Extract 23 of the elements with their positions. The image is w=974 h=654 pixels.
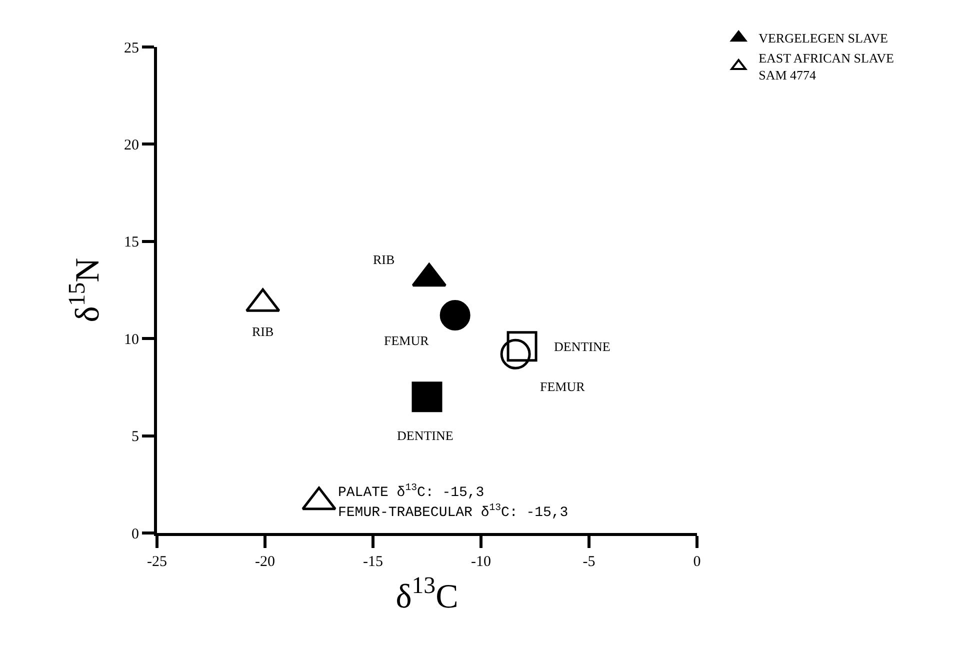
- annotation: DENTINE: [554, 339, 610, 354]
- y-tick-label: 5: [132, 429, 139, 446]
- annotation: FEMUR-TRABECULAR δ$^{13}$C: -15,3: [338, 502, 568, 521]
- x-tick-label: -25: [147, 554, 167, 570]
- x-tick-label: 0: [693, 554, 701, 570]
- x-tick-label: -15: [363, 554, 383, 570]
- annotation: DENTINE: [397, 428, 454, 443]
- y-tick-label: 0: [132, 526, 139, 542]
- x-tick-label: -5: [582, 554, 596, 570]
- legend-label: EAST AFRICAN SLAVE SAM 4774: [758, 50, 894, 83]
- annotation: RIB: [373, 252, 395, 267]
- y-tick-label: 20: [124, 137, 139, 154]
- annotation: PALATE δ$^{13}$C: -15,3: [338, 482, 484, 501]
- annotation: FEMUR: [540, 379, 586, 394]
- legend-label: VERGELEGEN SLAVE: [758, 30, 888, 46]
- y-tick-label: 15: [124, 234, 139, 251]
- y-tick-label: 25: [124, 40, 139, 56]
- x-tick-label: -20: [255, 554, 275, 570]
- x-axis-title: δ$^{13}$C: [396, 573, 458, 616]
- y-tick-label: 10: [124, 332, 139, 348]
- annotation: RIB: [252, 324, 274, 339]
- annotation: FEMUR: [384, 333, 430, 348]
- x-tick-label: -10: [471, 554, 491, 570]
